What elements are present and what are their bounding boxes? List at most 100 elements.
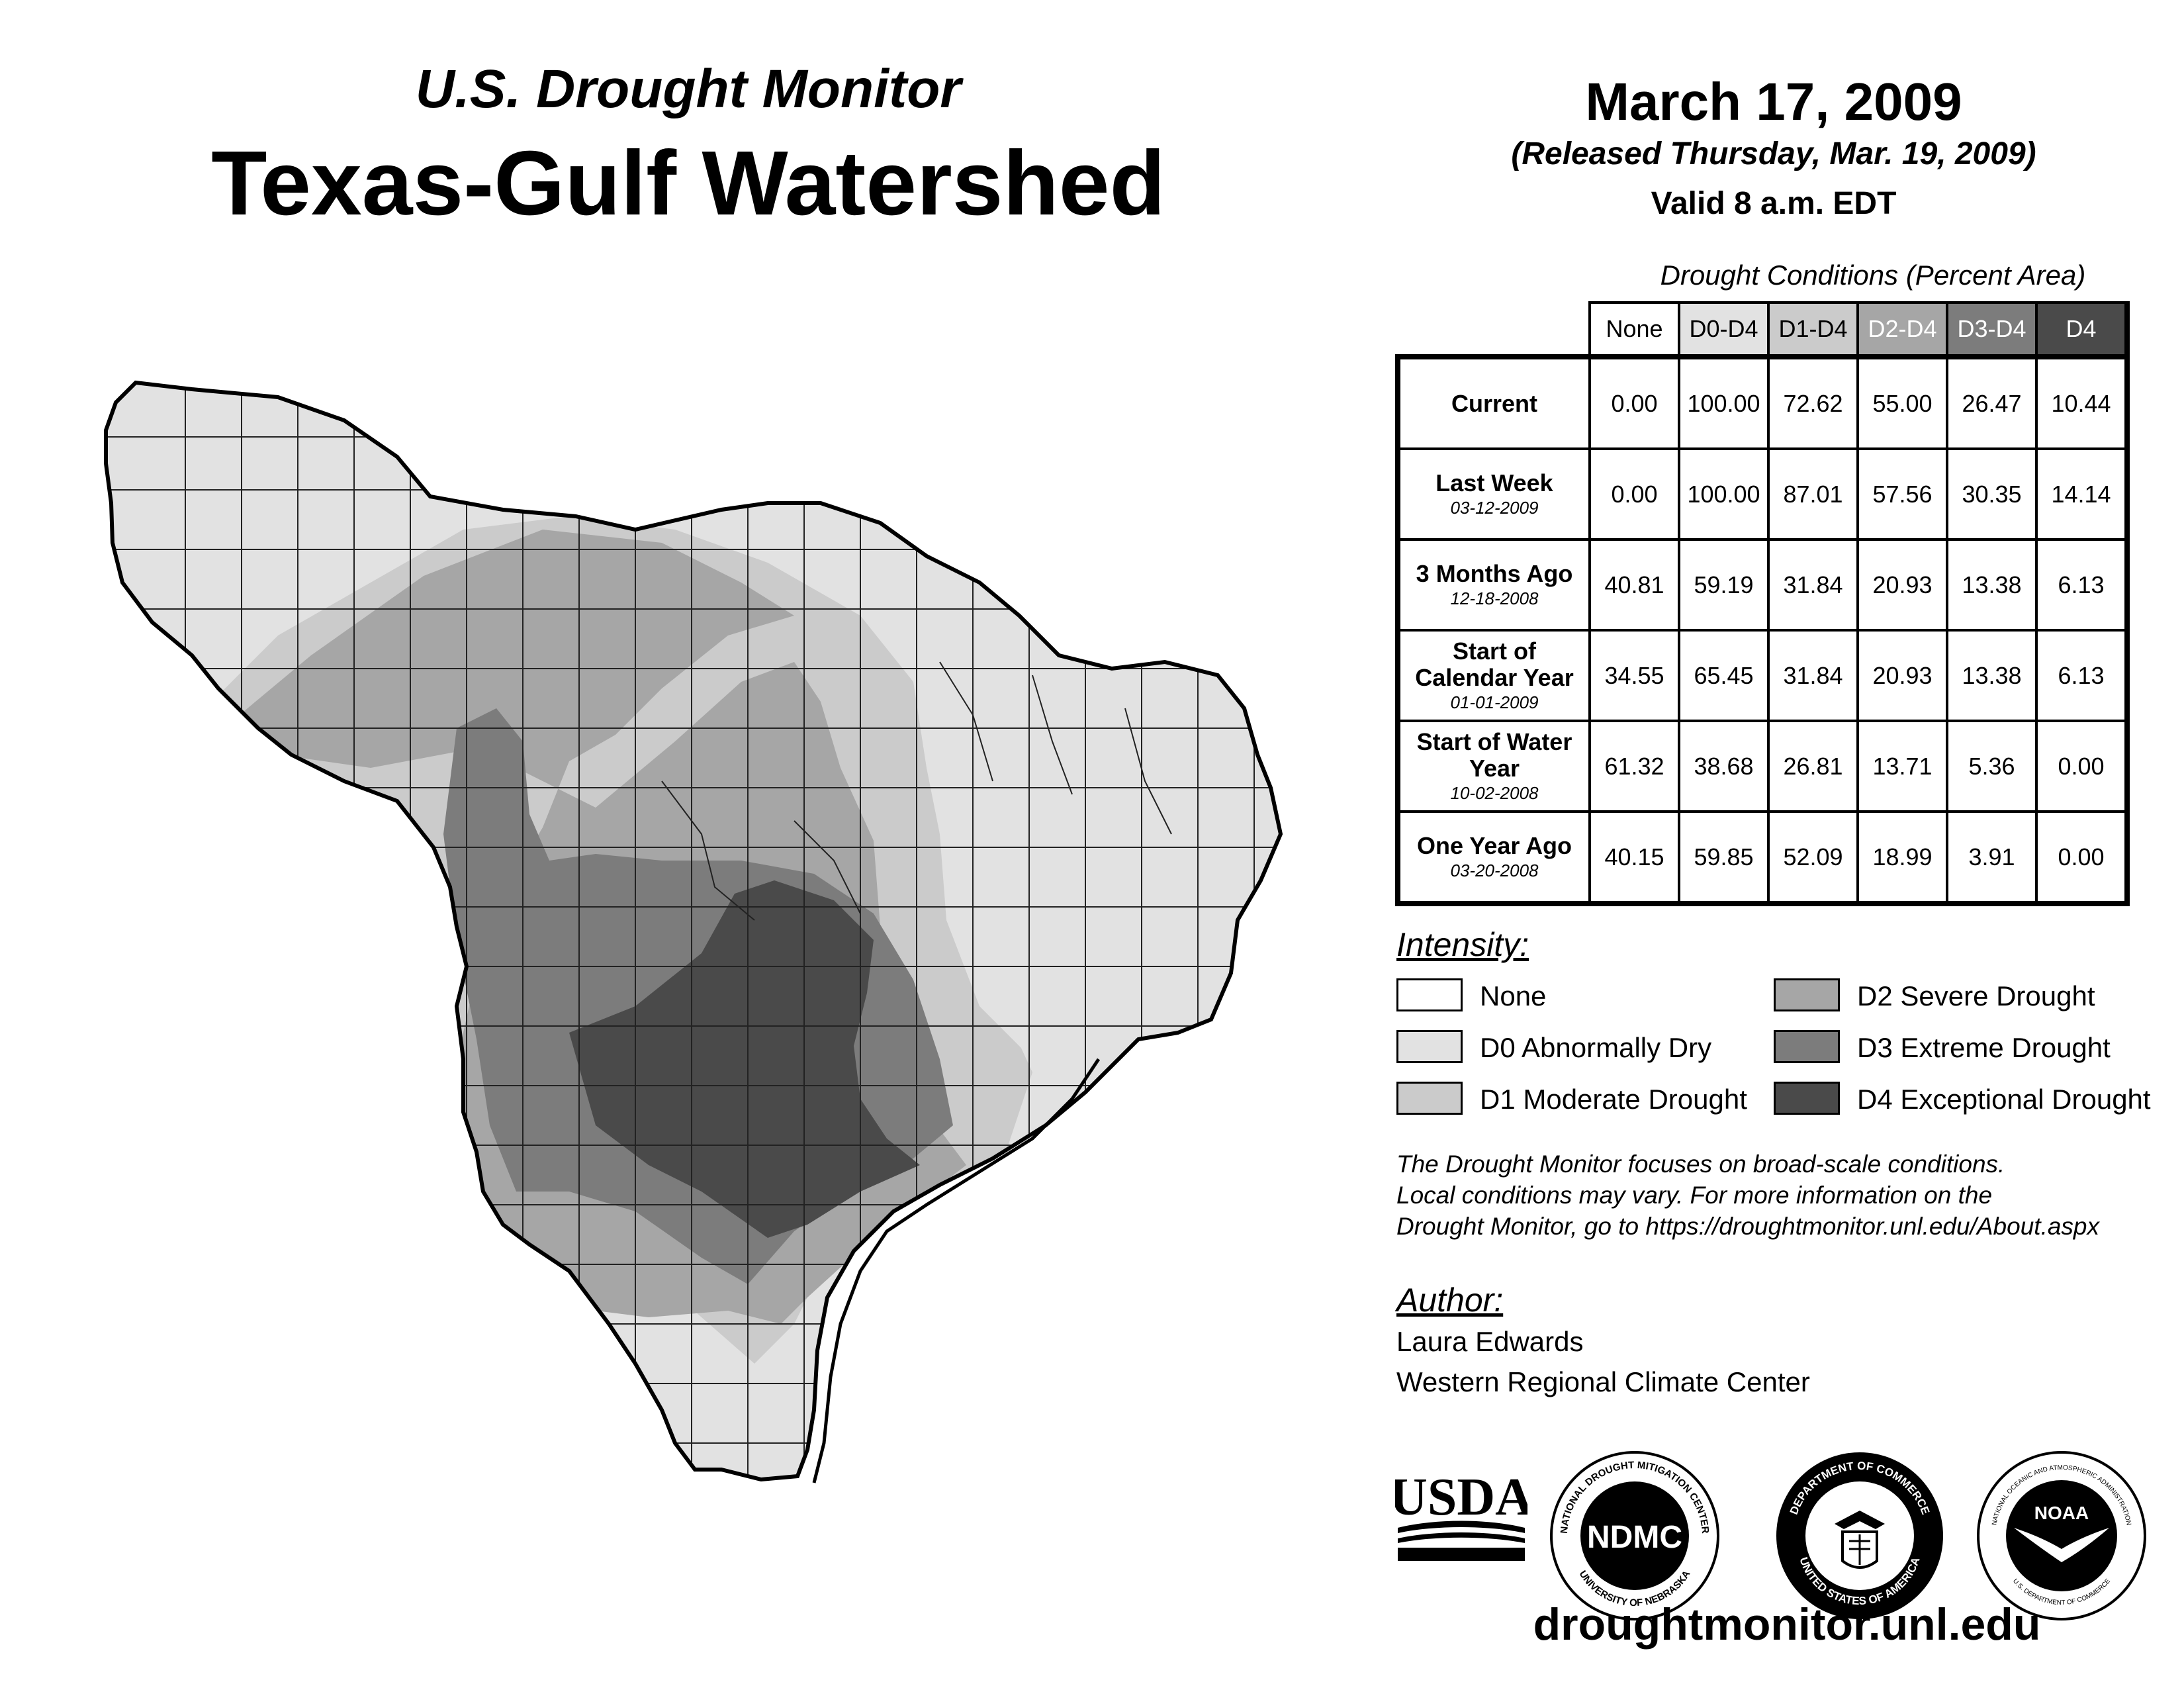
table-cell: 0.00: [2035, 720, 2130, 813]
map-title: Texas-Gulf Watershed: [211, 132, 1165, 234]
noaa-logo: NATIONAL OCEANIC AND ATMOSPHERIC ADMINIS…: [1977, 1451, 2146, 1620]
table-cell: 61.32: [1588, 720, 1680, 813]
col-header-none: None: [1588, 301, 1680, 358]
map-subtitle: U.S. Drought Monitor: [415, 59, 962, 119]
table-cell: 0.00: [1588, 447, 1680, 541]
table-header-row: None D0-D4 D1-D4 D2-D4 D3-D4 D4: [1398, 301, 2130, 358]
noaa-logo-text: NOAA: [2034, 1503, 2089, 1523]
table-cell: 72.62: [1767, 354, 1859, 450]
table-cell: 6.13: [2035, 538, 2130, 632]
col-header-d3-d4: D3-D4: [1946, 301, 2038, 358]
website-url[interactable]: droughtmonitor.unl.edu: [1533, 1599, 2041, 1650]
table-cell: 14.14: [2035, 447, 2130, 541]
ndmc-logo-text: NDMC: [1587, 1520, 1682, 1555]
table-cell: 0.00: [1588, 354, 1680, 450]
row-label: Last Week 03-12-2009: [1395, 447, 1591, 541]
table-cell: 59.85: [1678, 810, 1770, 906]
table-cell: 30.35: [1946, 447, 2038, 541]
note-line: The Drought Monitor focuses on broad-sca…: [1396, 1150, 2005, 1178]
legend-label: D0 Abnormally Dry: [1480, 1032, 1712, 1063]
table-cell: 31.84: [1767, 538, 1859, 632]
table-cell: 65.45: [1678, 629, 1770, 722]
drought-conditions-table: None D0-D4 D1-D4 D2-D4 D3-D4 D4 Current …: [1395, 301, 2130, 906]
table-cell: 5.36: [1946, 720, 2038, 813]
table-row-start-of-water-year: Start of Water Year 10-02-2008 61.32 38.6…: [1395, 720, 2130, 813]
table-cell: 13.38: [1946, 629, 2038, 722]
table-row-start-of-calendar-year: Start of Calendar Year 01-01-2009 34.55 6…: [1395, 629, 2130, 722]
table-cell: 13.71: [1856, 720, 1948, 813]
table-cell: 10.44: [2035, 354, 2130, 450]
author-org: Western Regional Climate Center: [1396, 1366, 1810, 1397]
table-cell: 6.13: [2035, 629, 2130, 722]
table-cell: 3.91: [1946, 810, 2038, 906]
table-cell: 100.00: [1678, 354, 1770, 450]
col-header-d0-d4: D0-D4: [1678, 301, 1770, 358]
col-header-d1-d4: D1-D4: [1767, 301, 1859, 358]
table-cell: 40.15: [1588, 810, 1680, 906]
col-header-d4: D4: [2035, 301, 2130, 358]
eagle-icon: [1835, 1511, 1885, 1529]
legend-swatch: [1396, 1082, 1463, 1115]
noaa-bird-icon: [2014, 1528, 2109, 1562]
usda-logo: USDA: [1395, 1468, 1527, 1561]
legend-swatch: [1396, 1030, 1463, 1063]
row-label-date: 03-12-2009: [1450, 497, 1539, 518]
legend-label: D3 Extreme Drought: [1857, 1032, 2111, 1063]
col-header-d2-d4: D2-D4: [1856, 301, 1948, 358]
note-line: Drought Monitor, go to https://droughtmo…: [1396, 1213, 2099, 1240]
row-label: Start of Water Year 10-02-2008: [1395, 720, 1591, 813]
table-row-current: Current 0.00 100.00 72.62 55.00 26.47 10…: [1395, 354, 2130, 450]
table-cell: 31.84: [1767, 629, 1859, 722]
row-label-text: Start of Calendar Year: [1415, 637, 1574, 691]
department-of-commerce-seal: DEPARTMENT OF COMMERCE UNITED STATES OF …: [1776, 1452, 1943, 1619]
table-title: Drought Conditions (Percent Area): [1660, 259, 2086, 291]
row-label-date: 10-02-2008: [1450, 782, 1539, 803]
row-label-text: 3 Months Ago: [1416, 559, 1573, 587]
row-label-date: 03-20-2008: [1450, 860, 1539, 880]
map-zone-d4: [569, 880, 920, 1238]
valid-time: Valid 8 a.m. EDT: [1651, 186, 1897, 221]
table-header-blank: [1398, 303, 1590, 357]
legend-swatch: [1396, 978, 1463, 1011]
disclaimer-note: The Drought Monitor focuses on broad-sca…: [1396, 1149, 2177, 1242]
table-cell: 18.99: [1856, 810, 1948, 906]
drought-map: [93, 371, 1297, 1483]
row-label: One Year Ago 03-20-2008: [1395, 810, 1591, 906]
table-row-last-week: Last Week 03-12-2009 0.00 100.00 87.01 57…: [1395, 447, 2130, 541]
row-label-text: Current: [1451, 389, 1537, 417]
table-cell: 55.00: [1856, 354, 1948, 450]
legend-label: D2 Severe Drought: [1857, 980, 2095, 1011]
row-label-text: Last Week: [1435, 469, 1553, 496]
table-cell: 52.09: [1767, 810, 1859, 906]
row-label-text: One Year Ago: [1416, 831, 1572, 859]
legend-label: None: [1480, 980, 1547, 1011]
legend-swatch: [1774, 978, 1840, 1011]
table-row-one-year-ago: One Year Ago 03-20-2008 40.15 59.85 52.09…: [1395, 810, 2130, 906]
row-label-date: 01-01-2009: [1450, 692, 1539, 712]
usda-logo-text: USDA: [1395, 1468, 1527, 1526]
table-cell: 13.38: [1946, 538, 2038, 632]
legend-swatch: [1774, 1030, 1840, 1063]
author-name: Laura Edwards: [1396, 1326, 1584, 1357]
table-cell: 100.00: [1678, 447, 1770, 541]
author-title: Author:: [1396, 1282, 1504, 1319]
table-cell: 59.19: [1678, 538, 1770, 632]
legend-title: Intensity:: [1396, 926, 1529, 963]
table-cell: 20.93: [1856, 538, 1948, 632]
row-label: Current: [1395, 354, 1591, 450]
note-line: Local conditions may vary. For more info…: [1396, 1182, 1993, 1209]
table-cell: 40.81: [1588, 538, 1680, 632]
table-cell: 0.00: [2035, 810, 2130, 906]
table-cell: 34.55: [1588, 629, 1680, 722]
ndmc-logo: NATIONAL DROUGHT MITIGATION CENTER UNIVE…: [1550, 1451, 1719, 1620]
table-cell: 26.81: [1767, 720, 1859, 813]
table-cell: 87.01: [1767, 447, 1859, 541]
table-cell: 20.93: [1856, 629, 1948, 722]
row-label-date: 12-18-2008: [1450, 588, 1539, 608]
shield-icon: [1841, 1530, 1878, 1569]
row-label: Start of Calendar Year 01-01-2009: [1395, 629, 1591, 722]
release-date: (Released Thursday, Mar. 19, 2009): [1511, 136, 2036, 171]
table-row-3-months-ago: 3 Months Ago 12-18-2008 40.81 59.19 31.84…: [1395, 538, 2130, 632]
table-cell: 38.68: [1678, 720, 1770, 813]
legend-label: D1 Moderate Drought: [1480, 1084, 1747, 1115]
